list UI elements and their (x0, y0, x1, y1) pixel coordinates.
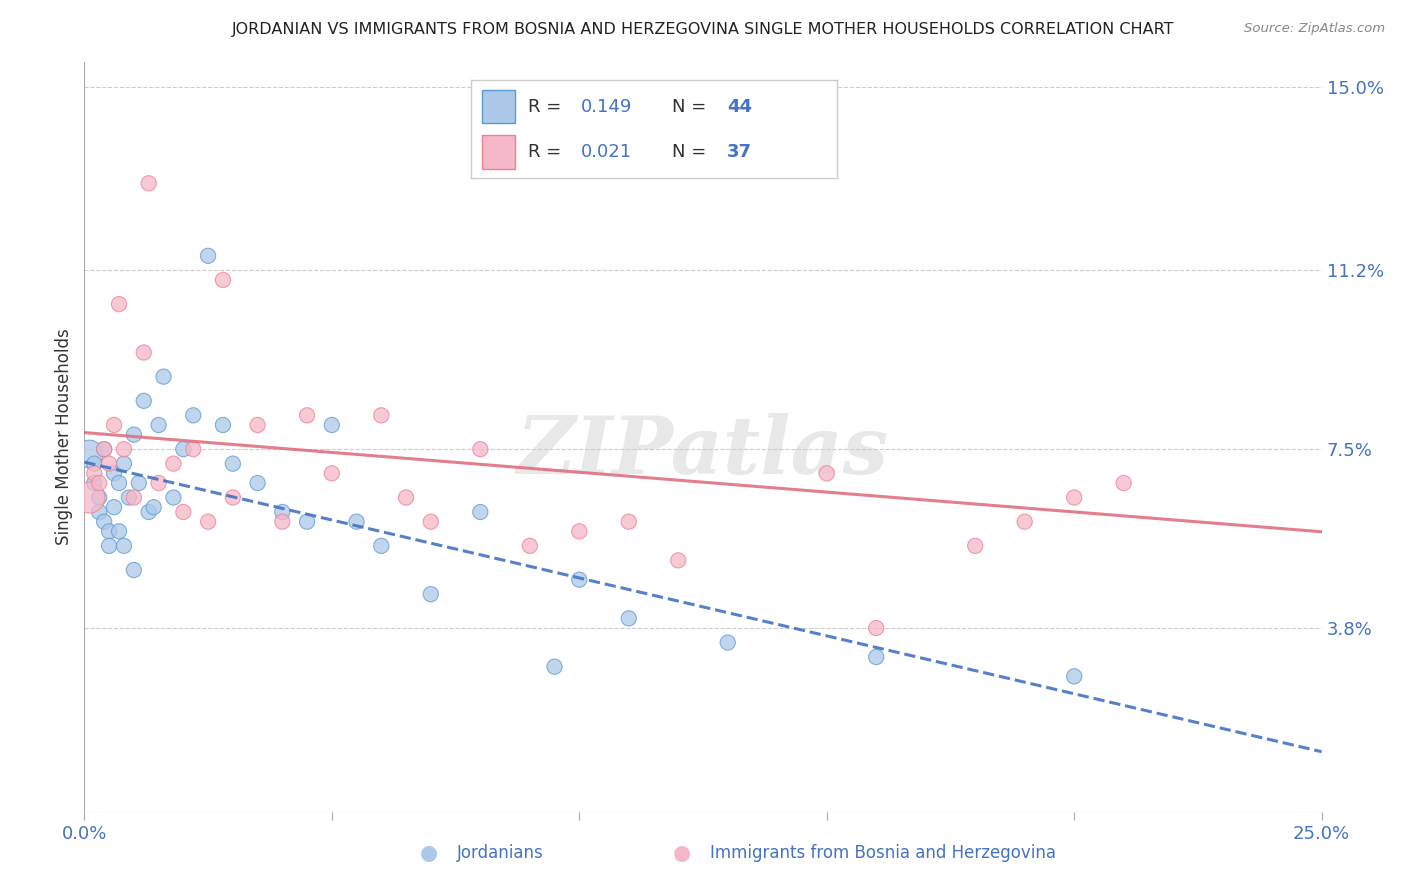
Point (346, 515, 368, 529)
Text: 0.149: 0.149 (581, 98, 633, 116)
Point (103, 500, 125, 515)
Point (93, 515, 115, 529)
Point (815, 467, 838, 481)
Point (162, 491, 184, 505)
Point (79, 447, 101, 461)
Point (93, 442, 115, 457)
Point (1112, 475, 1135, 490)
Point (108, 475, 131, 490)
Point (395, 491, 418, 505)
Point (181, 442, 204, 457)
Point (370, 539, 392, 553)
Point (222, 457, 245, 471)
Point (543, 659, 565, 673)
Point (83, 475, 105, 490)
Point (138, 176, 160, 190)
Text: ●: ● (420, 843, 437, 863)
Point (122, 427, 145, 442)
Point (148, 475, 170, 490)
Point (112, 442, 135, 457)
Point (271, 505, 294, 519)
Point (246, 417, 269, 432)
Point (148, 417, 170, 432)
Point (212, 273, 235, 287)
Point (197, 515, 219, 529)
Point (108, 297, 131, 311)
Point (132, 393, 155, 408)
Text: 44: 44 (727, 98, 752, 116)
Point (470, 505, 492, 519)
Point (89, 505, 111, 519)
Point (89, 475, 111, 490)
Point (89, 491, 111, 505)
Point (965, 539, 987, 553)
Point (112, 457, 135, 471)
Point (717, 635, 740, 649)
Text: Jordanians: Jordanians (457, 844, 544, 862)
Point (295, 515, 318, 529)
Bar (482, 90, 515, 123)
Point (865, 650, 887, 665)
Point (519, 539, 541, 553)
Text: 37: 37 (727, 143, 752, 161)
Text: N =: N = (672, 98, 711, 116)
Point (98, 457, 121, 471)
Text: N =: N = (672, 143, 711, 161)
Point (568, 573, 591, 587)
Text: 0.021: 0.021 (581, 143, 631, 161)
Point (83, 457, 105, 471)
Bar (482, 136, 515, 169)
Text: JORDANIAN VS IMMIGRANTS FROM BOSNIA AND HERZEGOVINA SINGLE MOTHER HOUSEHOLDS COR: JORDANIAN VS IMMIGRANTS FROM BOSNIA AND … (232, 22, 1174, 37)
Point (128, 475, 150, 490)
Point (172, 505, 194, 519)
Point (717, 103, 740, 118)
Point (181, 409, 204, 423)
Point (617, 515, 640, 529)
Point (222, 491, 245, 505)
Point (98, 539, 121, 553)
Point (103, 417, 125, 432)
Point (271, 515, 294, 529)
Point (98, 524, 121, 539)
Text: R =: R = (527, 98, 567, 116)
Point (118, 491, 141, 505)
Point (152, 369, 174, 384)
Text: ZIPatlas: ZIPatlas (517, 413, 889, 491)
Point (93, 442, 115, 457)
Point (419, 587, 441, 601)
Point (666, 553, 689, 567)
Point (122, 491, 145, 505)
Point (197, 249, 219, 263)
Point (865, 621, 887, 635)
Point (112, 539, 135, 553)
Point (419, 515, 441, 529)
Point (370, 409, 392, 423)
Point (103, 467, 125, 481)
Point (568, 524, 591, 539)
Y-axis label: Single Mother Households: Single Mother Households (55, 329, 73, 545)
Point (122, 563, 145, 577)
Point (108, 524, 131, 539)
Point (321, 417, 343, 432)
Point (1063, 669, 1085, 683)
Text: ●: ● (673, 843, 690, 863)
Point (83, 467, 105, 481)
Point (470, 442, 492, 457)
Point (172, 442, 194, 457)
Point (321, 467, 343, 481)
Point (79, 491, 101, 505)
Point (1063, 491, 1085, 505)
Point (212, 417, 235, 432)
Text: R =: R = (527, 143, 567, 161)
Point (617, 611, 640, 625)
Point (295, 409, 318, 423)
Text: Source: ZipAtlas.com: Source: ZipAtlas.com (1244, 22, 1385, 36)
Text: Immigrants from Bosnia and Herzegovina: Immigrants from Bosnia and Herzegovina (710, 844, 1056, 862)
Point (138, 505, 160, 519)
Point (162, 457, 184, 471)
Point (1014, 515, 1036, 529)
Point (246, 475, 269, 490)
Point (132, 345, 155, 359)
Point (142, 500, 165, 515)
